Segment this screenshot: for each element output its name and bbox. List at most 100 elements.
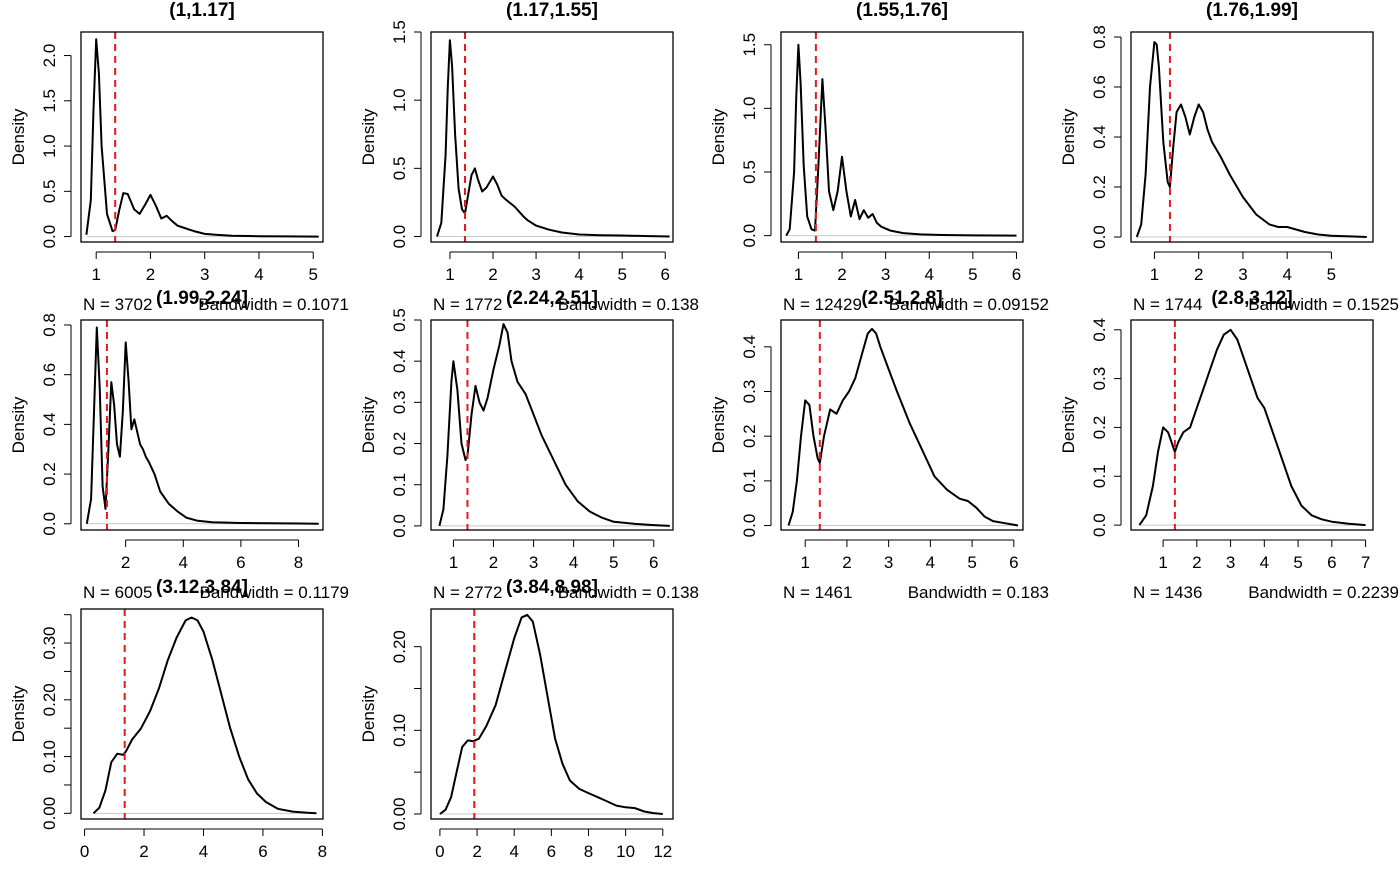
y-tick-label: 0.5 [390, 157, 409, 181]
density-curve [85, 326, 319, 525]
x-tick-label: 8 [318, 842, 327, 861]
plot-frame [780, 31, 1024, 243]
y-tick-label: 1.0 [740, 97, 759, 121]
y-tick-label: 0.30 [40, 627, 59, 660]
y-tick-label: 0.6 [40, 363, 59, 387]
y-tick-label: 0.00 [40, 797, 59, 830]
plot-frame [1130, 31, 1374, 243]
plot-frame [780, 319, 1024, 531]
y-axis-label: Density [709, 396, 728, 453]
density-panel-1: 1 2 3 4 5 0.0 0.5 1.0 1.5 2.0 Density (1,1.17] N = 3… [9, 0, 349, 314]
density-curve [1138, 328, 1366, 527]
density-curve [85, 38, 319, 238]
x-tick-label: 6 [547, 842, 556, 861]
x-tick-label: 5 [617, 265, 626, 284]
y-tick-label: 0.2 [40, 462, 59, 486]
x-tick-label: 1 [449, 553, 458, 572]
y-tick-label: 1.0 [40, 134, 59, 158]
y-tick-label: 0.2 [740, 424, 759, 448]
y-tick-label: 0.4 [1090, 318, 1109, 342]
y-axis-label: Density [709, 108, 728, 165]
x-tick-label: 6 [661, 265, 670, 284]
sample-size-label: N = 3702 [83, 295, 152, 314]
x-tick-label: 0 [80, 842, 89, 861]
x-tick-label: 2 [837, 265, 846, 284]
y-tick-label: 1.5 [390, 20, 409, 44]
x-tick-label: 3 [884, 553, 893, 572]
panel-title: (2.24,2.51] [506, 288, 598, 309]
y-tick-label: 0.4 [1090, 125, 1109, 149]
y-tick-label: 0.6 [1090, 75, 1109, 99]
bandwidth-label: Bandwidth = 0.138 [558, 583, 699, 602]
x-tick-label: 3 [200, 265, 209, 284]
sample-size-label: N = 6005 [83, 583, 152, 602]
y-tick-label: 0.0 [1090, 513, 1109, 537]
plot-frame [430, 319, 674, 531]
y-tick-label: 0.0 [740, 224, 759, 248]
x-tick-label: 1 [800, 553, 809, 572]
x-tick-label: 4 [926, 553, 935, 572]
y-tick-label: 1.5 [40, 89, 59, 113]
density-panel-3: 1 2 3 4 5 6 0.0 0.5 1.0 1.5 Density (1.55,1.76] N = … [709, 0, 1049, 314]
y-tick-label: 0.5 [740, 160, 759, 184]
y-tick-label: 1.0 [390, 88, 409, 112]
x-tick-label: 6 [236, 553, 245, 572]
y-tick-label: 0.0 [390, 514, 409, 538]
y-tick-label: 0.0 [740, 514, 759, 538]
x-tick-label: 2 [842, 553, 851, 572]
x-tick-label: 4 [1260, 553, 1269, 572]
density-panel-6: 1 2 3 4 5 6 0.0 0.1 0.2 0.3 0.4 0.5 Density (2.24,2.5… [359, 288, 699, 602]
x-tick-label: 7 [1361, 553, 1370, 572]
density-panel-8: 1 2 3 4 5 6 7 0.0 0.1 0.2 0.3 0.4 Density (2.8,3.12] N… [1059, 288, 1399, 602]
x-tick-label: 1 [91, 265, 100, 284]
y-tick-label: 0.2 [390, 432, 409, 456]
panel-title: (1.55,1.76] [856, 0, 948, 21]
y-tick-label: 0.3 [1090, 367, 1109, 391]
x-tick-label: 6 [1009, 553, 1018, 572]
x-tick-label: 5 [609, 553, 618, 572]
density-curve [787, 327, 1019, 527]
bandwidth-label: Bandwidth = 0.138 [558, 295, 699, 314]
y-tick-label: 0.2 [1090, 175, 1109, 199]
x-tick-label: 4 [254, 265, 263, 284]
y-tick-label: 0.8 [40, 313, 59, 337]
x-tick-label: 2 [1194, 265, 1203, 284]
y-tick-label: 0.4 [40, 413, 59, 437]
x-tick-label: 4 [199, 842, 208, 861]
density-curve [439, 613, 663, 815]
plot-frame [80, 31, 324, 243]
density-curve [785, 43, 1017, 237]
y-axis-label: Density [9, 685, 28, 742]
bandwidth-label: Bandwidth = 0.183 [908, 583, 1049, 602]
x-tick-label: 4 [509, 842, 518, 861]
x-tick-label: 6 [258, 842, 267, 861]
density-panel-9: 0 2 4 6 8 0.00 0.10 0.20 0.30 Density (3.12,3.84]N… [9, 577, 327, 861]
density-panel-7: 1 2 3 4 5 60.00.10.20.30.4Density(2.51,2.8]N … [709, 288, 1049, 602]
x-tick-label: 2 [139, 842, 148, 861]
x-tick-label: 10 [616, 842, 635, 861]
x-tick-label: 2 [472, 842, 481, 861]
y-axis-label: Density [1059, 396, 1078, 453]
panel-title: (1.76,1.99] [1206, 0, 1298, 21]
bandwidth-label: Bandwidth = 0.1525 [1248, 295, 1399, 314]
density-curve [92, 616, 317, 815]
x-tick-label: 2 [146, 265, 155, 284]
x-tick-label: 12 [653, 842, 672, 861]
x-tick-label: 5 [308, 265, 317, 284]
y-tick-label: 0.5 [390, 308, 409, 332]
y-axis-label: Density [359, 396, 378, 453]
plot-frame [80, 608, 324, 820]
x-tick-label: 1 [1158, 553, 1167, 572]
y-tick-label: 0.1 [740, 469, 759, 493]
x-tick-label: 5 [1327, 265, 1336, 284]
panel-title: (1.17,1.55] [506, 0, 598, 21]
x-tick-label: 3 [1226, 553, 1235, 572]
x-tick-label: 4 [1282, 265, 1291, 284]
y-tick-label: 0.3 [740, 380, 759, 404]
y-tick-label: 0.0 [40, 512, 59, 536]
x-tick-label: 4 [925, 265, 934, 284]
sample-size-label: N = 12429 [783, 295, 862, 314]
y-tick-label: 0.10 [40, 740, 59, 773]
